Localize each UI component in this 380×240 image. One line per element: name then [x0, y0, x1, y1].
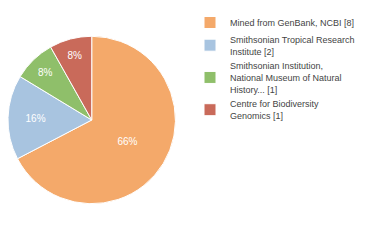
svg-text:Mined from GenBank, NCBI [8]: Mined from GenBank, NCBI [8]	[230, 18, 354, 28]
svg-text:8%: 8%	[38, 67, 53, 78]
svg-text:66%: 66%	[117, 136, 137, 147]
svg-text:Centre for BiodiversityGenomic: Centre for BiodiversityGenomics [1]	[230, 99, 319, 121]
svg-text:8%: 8%	[67, 50, 82, 61]
svg-text:Smithsonian Tropical ResearchI: Smithsonian Tropical ResearchInstitute […	[230, 35, 355, 57]
svg-text:16%: 16%	[26, 113, 46, 124]
svg-text:Smithsonian Institution,Nation: Smithsonian Institution,National Museum …	[230, 61, 342, 94]
